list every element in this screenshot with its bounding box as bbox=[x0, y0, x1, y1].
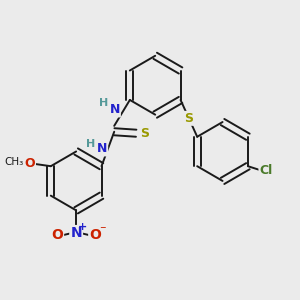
Text: methoxy: methoxy bbox=[11, 162, 18, 163]
Text: ⁻: ⁻ bbox=[99, 224, 106, 237]
Text: N: N bbox=[70, 226, 82, 240]
Text: +: + bbox=[78, 222, 87, 232]
Text: CH₃: CH₃ bbox=[5, 158, 24, 167]
Text: N: N bbox=[110, 103, 120, 116]
Text: H: H bbox=[86, 139, 95, 149]
Text: O: O bbox=[24, 157, 35, 170]
Text: N: N bbox=[97, 142, 107, 155]
Text: Cl: Cl bbox=[260, 164, 273, 177]
Text: S: S bbox=[140, 127, 149, 140]
Text: O: O bbox=[89, 228, 101, 242]
Text: H: H bbox=[99, 98, 108, 109]
Text: O: O bbox=[51, 228, 63, 242]
Text: S: S bbox=[184, 112, 194, 125]
